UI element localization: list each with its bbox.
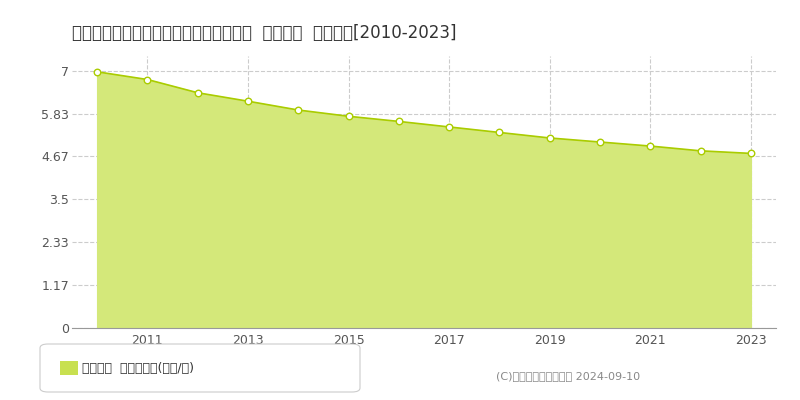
Point: [292, 107, 305, 113]
Point: [141, 76, 154, 83]
Point: [393, 118, 406, 125]
Point: [745, 150, 758, 157]
Text: (C)土地価格ドットコム 2024-09-10: (C)土地価格ドットコム 2024-09-10: [496, 371, 640, 381]
Text: 地価公示  平均坪単価(万円/坪): 地価公示 平均坪単価(万円/坪): [82, 362, 194, 374]
Point: [242, 98, 254, 104]
Point: [342, 113, 355, 120]
Point: [644, 143, 657, 149]
Text: 鹿児島県大島郡天城町大字平土野６番８  地価公示  地価推移[2010-2023]: 鹿児島県大島郡天城町大字平土野６番８ 地価公示 地価推移[2010-2023]: [72, 24, 457, 42]
Point: [543, 135, 556, 141]
Point: [90, 69, 103, 75]
Point: [442, 124, 455, 130]
Point: [694, 148, 707, 154]
Point: [594, 139, 606, 145]
Point: [191, 90, 204, 96]
Point: [493, 129, 506, 136]
